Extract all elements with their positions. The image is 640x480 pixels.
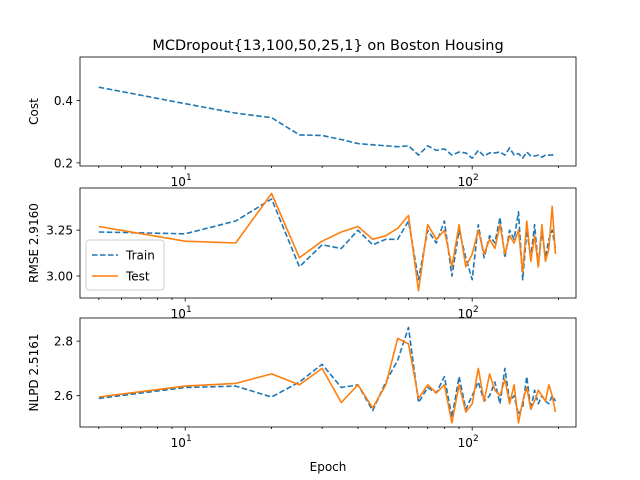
- subplot-1: 101 102 0.2 0.4 Cost: [27, 56, 577, 189]
- legend-label-test: Test: [125, 270, 150, 284]
- subplot-3: 101 102 2.6 2.8 NLPD 2.5161: [27, 317, 577, 450]
- axes-frame: [79, 56, 577, 167]
- y-tick-label: 3.25: [46, 224, 73, 238]
- y-axis-label: Cost: [27, 98, 41, 125]
- x-tick-label: 102: [458, 173, 479, 189]
- subplots: 101 102 0.2 0.4 Cost 101 102 3.00 3.25 RMSE 2.916…: [27, 56, 577, 450]
- series-line-train: [98, 198, 557, 281]
- series-line-test: [98, 192, 557, 292]
- x-axis-label: Epoch: [310, 460, 347, 474]
- series-line-test: [98, 337, 557, 424]
- axes-frame: [79, 187, 577, 299]
- y-tick-label: 0.2: [54, 156, 73, 170]
- y-tick-label: 0.4: [54, 94, 73, 108]
- subplot-2: 101 102 3.00 3.25 RMSE 2.9160 Train Test: [27, 187, 577, 321]
- y-axis-label: NLPD 2.5161: [27, 334, 41, 412]
- y-tick-label: 3.00: [46, 270, 73, 284]
- axes-frame: [79, 317, 577, 428]
- x-tick-label: 101: [171, 305, 192, 321]
- x-tick-label: 102: [458, 434, 479, 450]
- legend: Train Test: [85, 239, 165, 291]
- series-line-train: [98, 326, 557, 419]
- legend-box: [85, 239, 165, 291]
- y-axis-label: RMSE 2.9160: [27, 203, 41, 283]
- series-line-train: [98, 86, 556, 159]
- y-tick-label: 2.6: [54, 389, 73, 403]
- y-tick-label: 2.8: [54, 335, 73, 349]
- x-tick-label: 101: [171, 434, 192, 450]
- chart-title: MCDropout{13,100,50,25,1} on Boston Hous…: [152, 38, 503, 54]
- x-tick-label: 101: [171, 173, 192, 189]
- x-tick-label: 102: [458, 305, 479, 321]
- legend-label-train: Train: [125, 249, 155, 263]
